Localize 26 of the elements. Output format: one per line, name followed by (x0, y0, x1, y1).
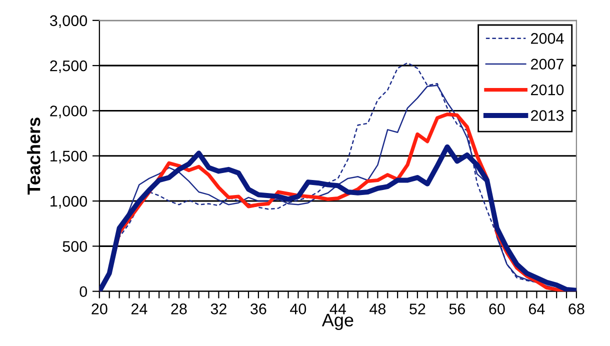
x-tick-label: 28 (171, 304, 187, 314)
y-tick-label: 2,000 (50, 106, 88, 118)
x-tick-label: 24 (131, 304, 148, 314)
x-tick-label: 48 (370, 304, 386, 314)
x-axis-title: Age (322, 314, 354, 330)
y-tick-label: 1,500 (50, 150, 88, 164)
y-axis-title: Teachers (27, 118, 40, 195)
y-tick-label: 3,000 (50, 15, 88, 28)
y-tick-label: 0 (80, 286, 88, 298)
x-tick-label: 20 (92, 304, 108, 314)
legend-label: 2013 (531, 110, 564, 121)
legend-label: 2007 (531, 58, 564, 70)
x-tick-label: 52 (410, 304, 426, 314)
x-tick-label: 60 (489, 304, 505, 314)
x-tick-label: 68 (568, 304, 584, 314)
legend-label: 2010 (531, 84, 564, 96)
y-tick-label: 500 (62, 241, 88, 252)
x-tick-label: 40 (290, 304, 306, 314)
x-tick-label: 36 (250, 304, 266, 314)
legend-label: 2004 (531, 33, 564, 44)
x-tick-label: 64 (528, 304, 545, 314)
y-tick-label: 1,000 (50, 196, 88, 209)
y-tick-label: 2,500 (50, 60, 88, 74)
x-tick-label: 32 (210, 304, 226, 314)
x-tick-label: 44 (330, 304, 346, 314)
x-tick-label: 56 (449, 304, 466, 314)
